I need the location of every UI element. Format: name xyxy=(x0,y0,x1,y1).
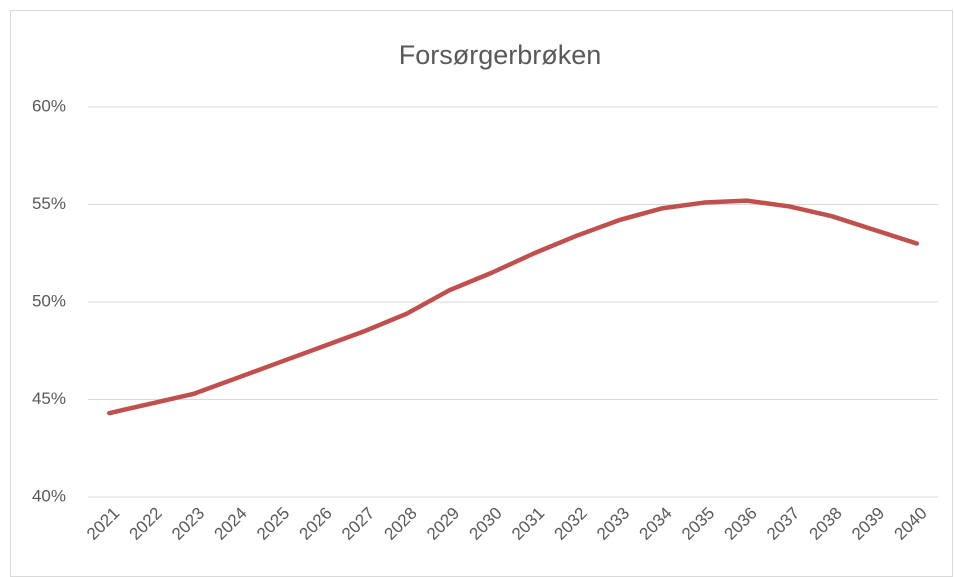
y-tick-label: 55% xyxy=(32,194,66,213)
chart-title: Forsørgerbrøken xyxy=(399,40,602,70)
data-line xyxy=(107,198,919,416)
y-tick-label: 40% xyxy=(32,486,66,505)
y-tick-label: 45% xyxy=(32,389,66,408)
y-tick-label: 50% xyxy=(32,291,66,310)
y-tick-label: 60% xyxy=(32,96,66,115)
chart-frame xyxy=(10,10,953,577)
